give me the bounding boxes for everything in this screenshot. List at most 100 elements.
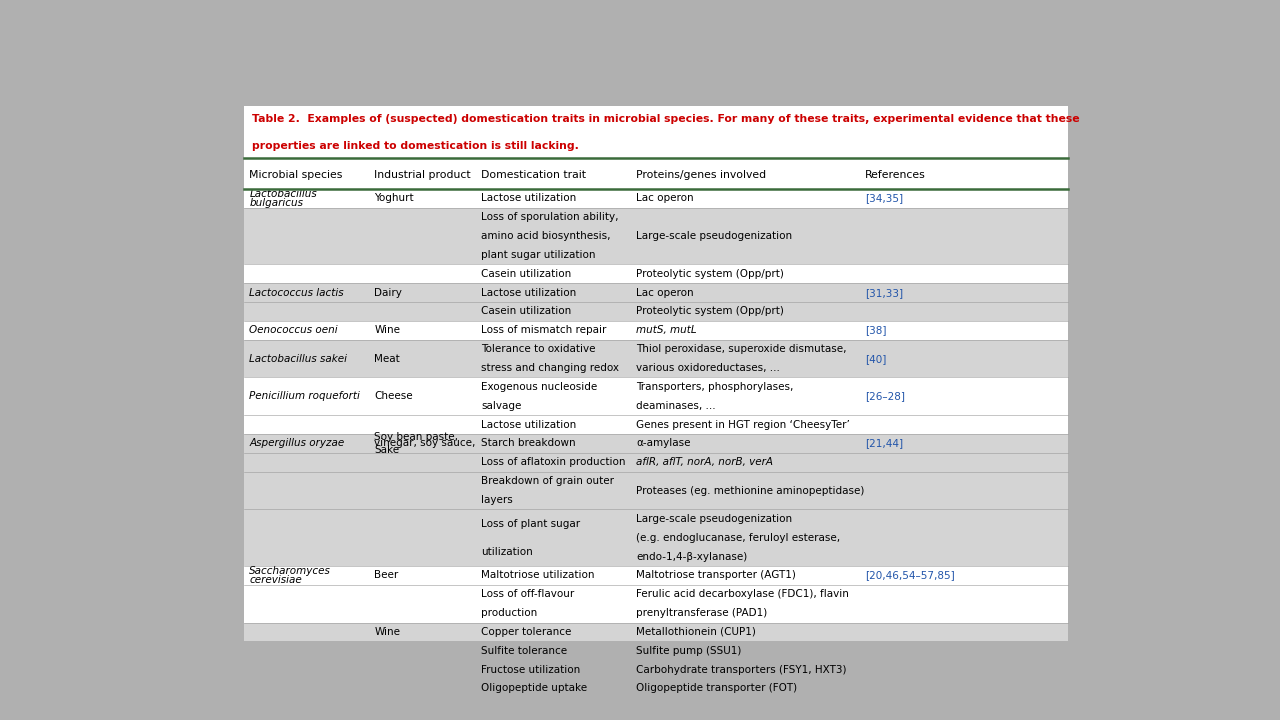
Text: Copper tolerance: Copper tolerance — [481, 627, 572, 637]
FancyBboxPatch shape — [244, 453, 1068, 472]
Text: Proteolytic system (Opp/prt): Proteolytic system (Opp/prt) — [636, 307, 785, 317]
FancyBboxPatch shape — [244, 106, 1068, 627]
Text: Starch breakdown: Starch breakdown — [481, 438, 576, 449]
Text: Meat: Meat — [375, 354, 401, 364]
FancyBboxPatch shape — [244, 623, 1068, 642]
FancyBboxPatch shape — [244, 189, 1068, 208]
FancyBboxPatch shape — [244, 472, 1068, 510]
Text: Transporters, phosphorylases,: Transporters, phosphorylases, — [636, 382, 794, 392]
Text: Oenococcus oeni: Oenococcus oeni — [250, 325, 338, 336]
Text: Domestication trait: Domestication trait — [481, 169, 586, 179]
Text: Lactose utilization: Lactose utilization — [481, 420, 577, 430]
FancyBboxPatch shape — [244, 208, 1068, 264]
Text: Wine: Wine — [375, 325, 401, 336]
Text: Thiol peroxidase, superoxide dismutase,: Thiol peroxidase, superoxide dismutase, — [636, 344, 847, 354]
FancyBboxPatch shape — [244, 566, 1068, 585]
Text: Lactobacillus sakei: Lactobacillus sakei — [250, 354, 347, 364]
Text: Tolerance to oxidative: Tolerance to oxidative — [481, 344, 596, 354]
Text: endo-1,4-β-xylanase): endo-1,4-β-xylanase) — [636, 552, 748, 562]
Text: [26–28]: [26–28] — [865, 391, 905, 401]
Text: layers: layers — [481, 495, 513, 505]
Text: amino acid biosynthesis,: amino acid biosynthesis, — [481, 231, 611, 241]
Text: mutS, mutL: mutS, mutL — [636, 325, 696, 336]
Text: Metallothionein (CUP1): Metallothionein (CUP1) — [636, 627, 756, 637]
Text: Exogenous nucleoside: Exogenous nucleoside — [481, 382, 598, 392]
Text: Lactococcus lactis: Lactococcus lactis — [250, 287, 344, 297]
Text: Loss of sporulation ability,: Loss of sporulation ability, — [481, 212, 620, 222]
FancyBboxPatch shape — [244, 321, 1068, 340]
Text: Loss of plant sugar: Loss of plant sugar — [481, 518, 581, 528]
Text: Soy bean paste,: Soy bean paste, — [375, 432, 458, 442]
Text: Lactose utilization: Lactose utilization — [481, 287, 577, 297]
Text: production: production — [481, 608, 538, 618]
Text: prenyltransferase (PAD1): prenyltransferase (PAD1) — [636, 608, 768, 618]
Text: (e.g. endoglucanase, feruloyl esterase,: (e.g. endoglucanase, feruloyl esterase, — [636, 533, 841, 543]
Text: Ferulic acid decarboxylase (FDC1), flavin: Ferulic acid decarboxylase (FDC1), flavi… — [636, 589, 849, 599]
FancyBboxPatch shape — [244, 679, 1068, 698]
Text: Penicillium roqueforti: Penicillium roqueforti — [250, 391, 360, 401]
FancyBboxPatch shape — [244, 585, 1068, 623]
Text: utilization: utilization — [481, 546, 534, 557]
Text: plant sugar utilization: plant sugar utilization — [481, 250, 596, 260]
FancyBboxPatch shape — [244, 160, 1068, 189]
Text: Oligopeptide uptake: Oligopeptide uptake — [481, 683, 588, 693]
Text: Maltotriose transporter (AGT1): Maltotriose transporter (AGT1) — [636, 570, 796, 580]
Text: Genes present in HGT region ‘CheesyTer’: Genes present in HGT region ‘CheesyTer’ — [636, 420, 850, 430]
Text: aflR, aflT, norA, norB, verA: aflR, aflT, norA, norB, verA — [636, 457, 773, 467]
Text: Microbial species: Microbial species — [250, 169, 343, 179]
Text: Lactobacillus: Lactobacillus — [250, 189, 317, 199]
Text: Breakdown of grain outer: Breakdown of grain outer — [481, 476, 614, 486]
Text: properties are linked to domestication is still lacking.: properties are linked to domestication i… — [252, 140, 579, 150]
Text: Industrial product: Industrial product — [375, 169, 471, 179]
Text: Casein utilization: Casein utilization — [481, 269, 572, 279]
FancyBboxPatch shape — [244, 264, 1068, 283]
Text: Carbohydrate transporters (FSY1, HXT3): Carbohydrate transporters (FSY1, HXT3) — [636, 665, 847, 675]
FancyBboxPatch shape — [244, 510, 1068, 566]
Text: Wine: Wine — [375, 627, 401, 637]
FancyBboxPatch shape — [244, 340, 1068, 377]
Text: References: References — [865, 169, 925, 179]
Text: Large-scale pseudogenization: Large-scale pseudogenization — [636, 514, 792, 524]
Text: Lac operon: Lac operon — [636, 194, 694, 203]
Text: Saccharomyces: Saccharomyces — [250, 566, 332, 576]
Text: [34,35]: [34,35] — [865, 194, 904, 203]
Text: cerevisiae: cerevisiae — [250, 575, 302, 585]
Text: Oligopeptide transporter (FOT): Oligopeptide transporter (FOT) — [636, 683, 797, 693]
Text: Casein utilization: Casein utilization — [481, 307, 572, 317]
Text: stress and changing redox: stress and changing redox — [481, 363, 620, 373]
Text: Proteases (eg. methionine aminopeptidase): Proteases (eg. methionine aminopeptidase… — [636, 485, 864, 495]
Text: Sulfite tolerance: Sulfite tolerance — [481, 646, 567, 656]
Text: Sulfite pump (SSU1): Sulfite pump (SSU1) — [636, 646, 741, 656]
FancyBboxPatch shape — [244, 302, 1068, 321]
Text: Loss of mismatch repair: Loss of mismatch repair — [481, 325, 607, 336]
Text: α-amylase: α-amylase — [636, 438, 691, 449]
Text: Beer: Beer — [375, 570, 398, 580]
Text: bulgaricus: bulgaricus — [250, 198, 303, 208]
Text: Loss of aflatoxin production: Loss of aflatoxin production — [481, 457, 626, 467]
Text: Aspergillus oryzae: Aspergillus oryzae — [250, 438, 344, 449]
Text: Lactose utilization: Lactose utilization — [481, 194, 577, 203]
FancyBboxPatch shape — [244, 415, 1068, 434]
Text: Fructose utilization: Fructose utilization — [481, 665, 581, 675]
FancyBboxPatch shape — [244, 377, 1068, 415]
Text: [21,44]: [21,44] — [865, 438, 904, 449]
FancyBboxPatch shape — [244, 642, 1068, 660]
Text: salvage: salvage — [481, 401, 522, 410]
Text: deaminases, ...: deaminases, ... — [636, 401, 716, 410]
Text: Dairy: Dairy — [375, 287, 402, 297]
Text: Loss of off-flavour: Loss of off-flavour — [481, 589, 575, 599]
Text: Maltotriose utilization: Maltotriose utilization — [481, 570, 595, 580]
FancyBboxPatch shape — [244, 660, 1068, 679]
Text: [31,33]: [31,33] — [865, 287, 904, 297]
FancyBboxPatch shape — [244, 434, 1068, 453]
Text: [20,46,54–57,85]: [20,46,54–57,85] — [865, 570, 955, 580]
Text: various oxidoreductases, ...: various oxidoreductases, ... — [636, 363, 780, 373]
Text: Sake: Sake — [375, 445, 399, 455]
Text: Cheese: Cheese — [375, 391, 413, 401]
Text: Yoghurt: Yoghurt — [375, 194, 413, 203]
Text: vinegar, soy sauce,: vinegar, soy sauce, — [375, 438, 476, 449]
Text: Proteins/genes involved: Proteins/genes involved — [636, 169, 767, 179]
Text: [38]: [38] — [865, 325, 887, 336]
Text: Lac operon: Lac operon — [636, 287, 694, 297]
Text: [40]: [40] — [865, 354, 887, 364]
